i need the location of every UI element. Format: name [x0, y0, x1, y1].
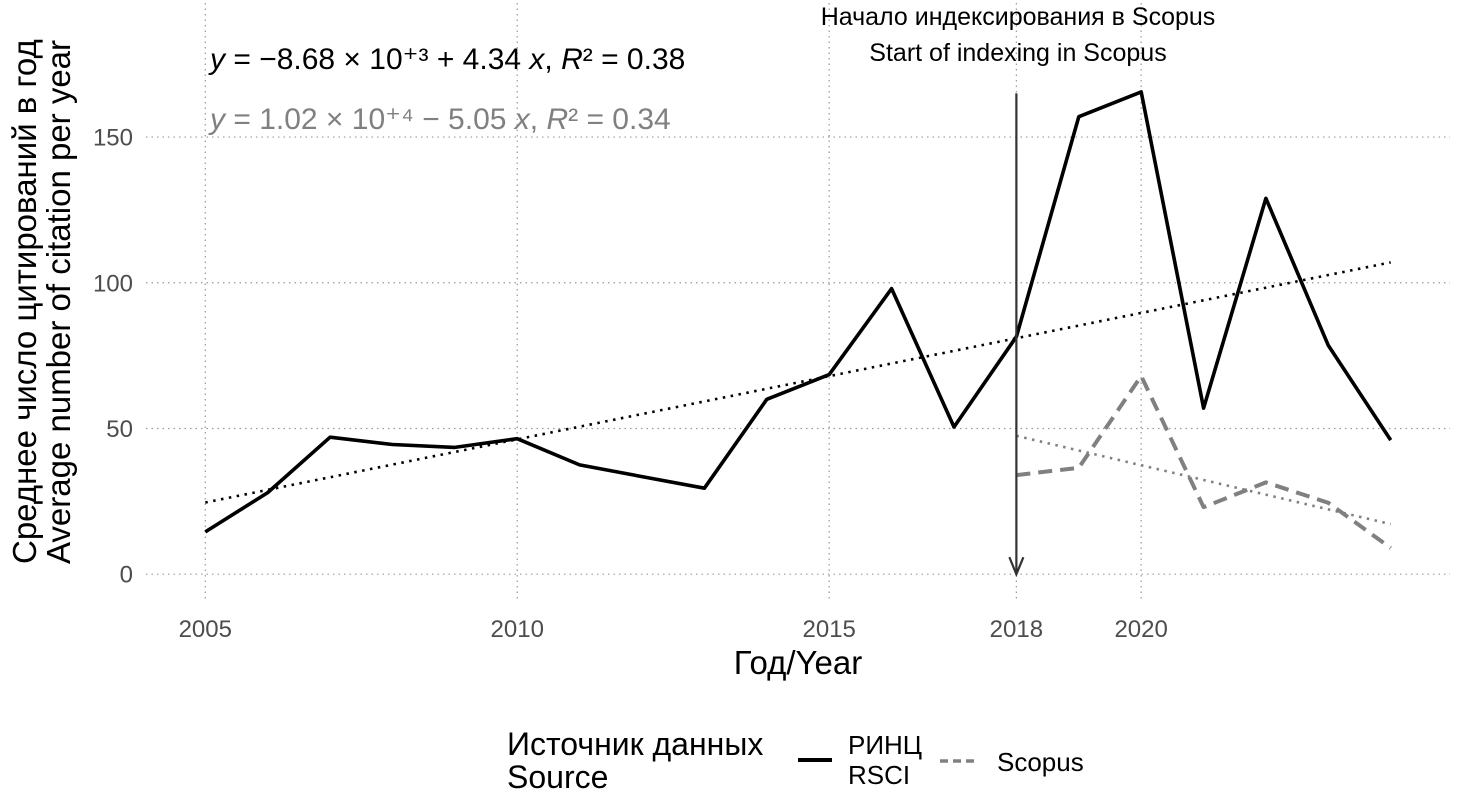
gridlines: [146, 3, 1450, 601]
x-axis-title: Год/Year: [733, 644, 863, 681]
indexing-start-marker: [1008, 93, 1025, 578]
y-axis-tick-labels: 0 50 100 150: [93, 125, 133, 589]
y-axis-title: Среднее число цитирований в год Average …: [6, 39, 77, 565]
legend-keys: [798, 758, 976, 763]
legend-label-rsci: РИНЦ RSCI: [848, 730, 923, 790]
trend-line-rsci: [205, 261, 1391, 504]
math-variable: x: [514, 103, 530, 136]
indexing-start-label-ru: Начало индексирования в Scopus: [820, 3, 1216, 31]
trend-line-scopus: [1016, 434, 1391, 526]
math-variable: R: [561, 43, 583, 76]
indexing-start-label-en: Start of indexing in Scopus: [869, 39, 1167, 67]
series-lines: [204, 90, 1393, 550]
y-tick-label: 50: [106, 416, 133, 443]
trend-lines: [205, 261, 1391, 526]
x-axis-tick-labels: 2005 2010 2015 2018 2020: [179, 616, 1168, 643]
rsci-trend-equation: y = −8.68 × 10⁺³ + 4.34 x, R² = 0.38: [210, 43, 686, 76]
x-tick-label: 2020: [1114, 616, 1167, 643]
math-variable: x: [529, 43, 545, 76]
x-tick-label: 2018: [990, 616, 1043, 643]
scopus-trend-equation: y = 1.02 × 10⁺⁴ − 5.05 x, R² = 0.34: [210, 103, 671, 136]
legend-title: Источник данных Source: [507, 726, 764, 795]
x-tick-label: 2010: [491, 616, 544, 643]
y-tick-label: 150: [93, 125, 133, 152]
y-tick-label: 100: [93, 270, 133, 297]
y-tick-label: 0: [120, 562, 133, 589]
x-tick-label: 2005: [179, 616, 232, 643]
x-tick-label: 2015: [803, 616, 856, 643]
math-variable: y: [210, 103, 225, 136]
series-line-rsci: [204, 90, 1393, 534]
legend-label-scopus: Scopus: [997, 747, 1084, 777]
math-variable: y: [210, 43, 225, 76]
series-line-scopus: [1016, 374, 1392, 550]
math-variable: R: [546, 103, 569, 136]
arrow-head: [1008, 556, 1025, 578]
